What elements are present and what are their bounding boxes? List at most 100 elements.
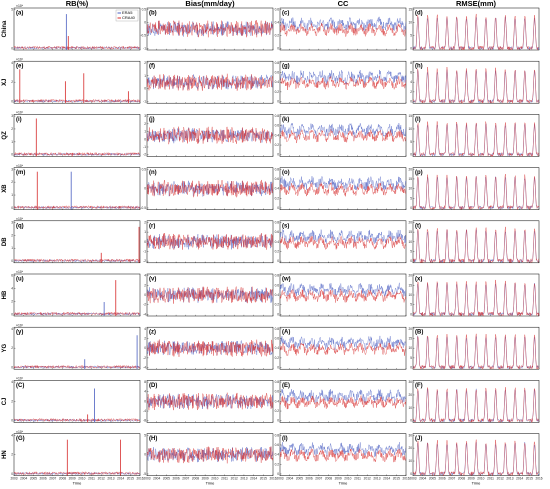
y-tick-label: 10 bbox=[408, 127, 412, 131]
series-cra40 bbox=[13, 364, 141, 369]
y-tick-label: 0.8 bbox=[275, 61, 280, 65]
y-tick-label: -1 bbox=[143, 100, 146, 104]
y-tick-label: 2 bbox=[144, 61, 146, 65]
panel-label: (I) bbox=[282, 436, 288, 442]
y-tick-label: -1 bbox=[143, 145, 146, 149]
panel-label: (c) bbox=[282, 11, 289, 17]
y-tick-label: 0.4 bbox=[275, 133, 280, 137]
y-tick-label: 0 bbox=[144, 346, 146, 350]
y-tick-label: 0 bbox=[410, 100, 412, 104]
y-tick-label: 2 bbox=[144, 283, 146, 287]
panel-label: (A) bbox=[282, 330, 290, 336]
y-tick-label: 0 bbox=[144, 187, 146, 191]
y-tick-label: 2 bbox=[410, 90, 412, 94]
x-tick-label: 2008 bbox=[192, 477, 199, 481]
panel-d: 0 5 10 15(d) bbox=[408, 8, 540, 51]
x-tick-label: 2009 bbox=[468, 477, 475, 481]
x-tick-label: 2011 bbox=[221, 477, 228, 481]
y-tick-label: 0 bbox=[144, 399, 146, 403]
x-tick-label: 2012 bbox=[98, 477, 105, 481]
y-tick-label: 30 bbox=[408, 380, 412, 384]
x-tick-label: 2003 bbox=[276, 477, 283, 481]
panel-v: -4 -2 0 2 4(v) bbox=[143, 274, 274, 316]
panel-frame bbox=[412, 273, 540, 317]
x-axis-label: Time bbox=[339, 481, 349, 486]
series-cra40 bbox=[146, 126, 274, 145]
y-tick-label: 0 bbox=[11, 419, 13, 423]
y-tick-label: -4 bbox=[143, 312, 146, 316]
series-cra40 bbox=[279, 395, 407, 410]
series-cra40 bbox=[146, 20, 274, 38]
y-tick-label: 0.4 bbox=[275, 293, 280, 297]
x-tick-label: 2005 bbox=[163, 477, 170, 481]
scale-label: ×10⁴ bbox=[16, 377, 24, 381]
panel-label: (t) bbox=[415, 223, 421, 229]
series-cra40 bbox=[13, 258, 141, 263]
panel-label: (r) bbox=[149, 223, 155, 229]
series-cra40 bbox=[279, 129, 407, 144]
y-tick-label: 15 bbox=[408, 8, 412, 12]
y-tick-label: 0.4 bbox=[275, 399, 280, 403]
x-tick-label: 2015 bbox=[526, 477, 533, 481]
panel-frame bbox=[279, 7, 407, 51]
panel-frame bbox=[412, 380, 540, 423]
column-titles: RB(%) Bias(mm/day) CC RMSE(mm) bbox=[66, 0, 497, 8]
panel-label: (G) bbox=[16, 436, 25, 442]
series-cra40 bbox=[13, 45, 141, 50]
panel-frame bbox=[412, 60, 540, 104]
column-title-rmse: RMSE(mm) bbox=[456, 0, 497, 8]
y-tick-label: 10 bbox=[408, 406, 412, 410]
panel-frame bbox=[13, 433, 141, 476]
y-tick-label: 2 bbox=[11, 299, 13, 303]
panel-e: 0 2 4×10⁴ (e) bbox=[11, 57, 141, 104]
series-cra40 bbox=[412, 279, 540, 317]
x-tick-label: 2014 bbox=[383, 477, 390, 481]
y-tick-label: 30 bbox=[408, 433, 412, 437]
y-tick-label: 2 bbox=[144, 220, 146, 224]
x-tick-label: 2007 bbox=[448, 477, 455, 481]
y-tick-label: 0.2 bbox=[275, 143, 280, 147]
y-tick-label: 10 bbox=[408, 293, 412, 297]
y-tick-label: 2 bbox=[144, 122, 146, 126]
panel-label: (C) bbox=[16, 383, 24, 389]
y-tick-label: 0 bbox=[144, 21, 146, 25]
y-tick-label: -8 bbox=[143, 419, 146, 423]
y-tick-label: 0.5 bbox=[142, 8, 147, 12]
y-tick-label: 0.6 bbox=[275, 283, 280, 287]
y-tick-label: 0.6 bbox=[275, 8, 280, 12]
y-tick-label: 4 bbox=[144, 274, 146, 278]
y-tick-label: -5 bbox=[143, 472, 146, 476]
x-tick-label: 2014 bbox=[516, 477, 523, 481]
y-tick-label: 15 bbox=[408, 283, 412, 287]
x-tick-label: 2003 bbox=[10, 477, 17, 481]
x-tick-label: 2014 bbox=[117, 477, 124, 481]
panel-H: -5 0 5 2003 2004 2005 2006 2007 2008 2009 2010 2011… bbox=[143, 433, 277, 485]
scale-label: ×10⁴ bbox=[16, 164, 24, 168]
y-tick-label: 0 bbox=[11, 472, 13, 476]
y-tick-label: 0 bbox=[277, 46, 279, 50]
x-tick-label: 2016 bbox=[535, 477, 542, 481]
y-tick-label: 0.6 bbox=[275, 390, 280, 394]
y-tick-label: 3 bbox=[144, 114, 146, 118]
y-tick-label: 0 bbox=[277, 419, 279, 423]
x-tick-label: 2013 bbox=[240, 477, 247, 481]
panel-h: 0 2 4 6 8(h) bbox=[410, 60, 540, 104]
x-tick-label: 2010 bbox=[78, 477, 85, 481]
y-tick-label: 15 bbox=[408, 177, 412, 181]
y-tick-label: 6 bbox=[11, 274, 13, 278]
y-tick-label: 0.8 bbox=[275, 167, 280, 171]
y-tick-label: 0 bbox=[144, 453, 146, 457]
y-tick-label: 3 bbox=[11, 220, 13, 224]
panel-s: 0 0.2 0.4 0.6 0.8(s) bbox=[275, 220, 407, 263]
panel-label: (s) bbox=[282, 223, 289, 229]
series-era5 bbox=[13, 259, 141, 263]
row-label-cj: CJ bbox=[2, 398, 8, 406]
y-tick-label: -4 bbox=[143, 366, 146, 370]
x-axis-label: Time bbox=[472, 481, 482, 486]
y-tick-label: 0.2 bbox=[275, 409, 280, 413]
y-tick-label: 0 bbox=[410, 366, 412, 370]
panel-frame bbox=[412, 167, 540, 210]
series-cra40 bbox=[412, 13, 540, 51]
